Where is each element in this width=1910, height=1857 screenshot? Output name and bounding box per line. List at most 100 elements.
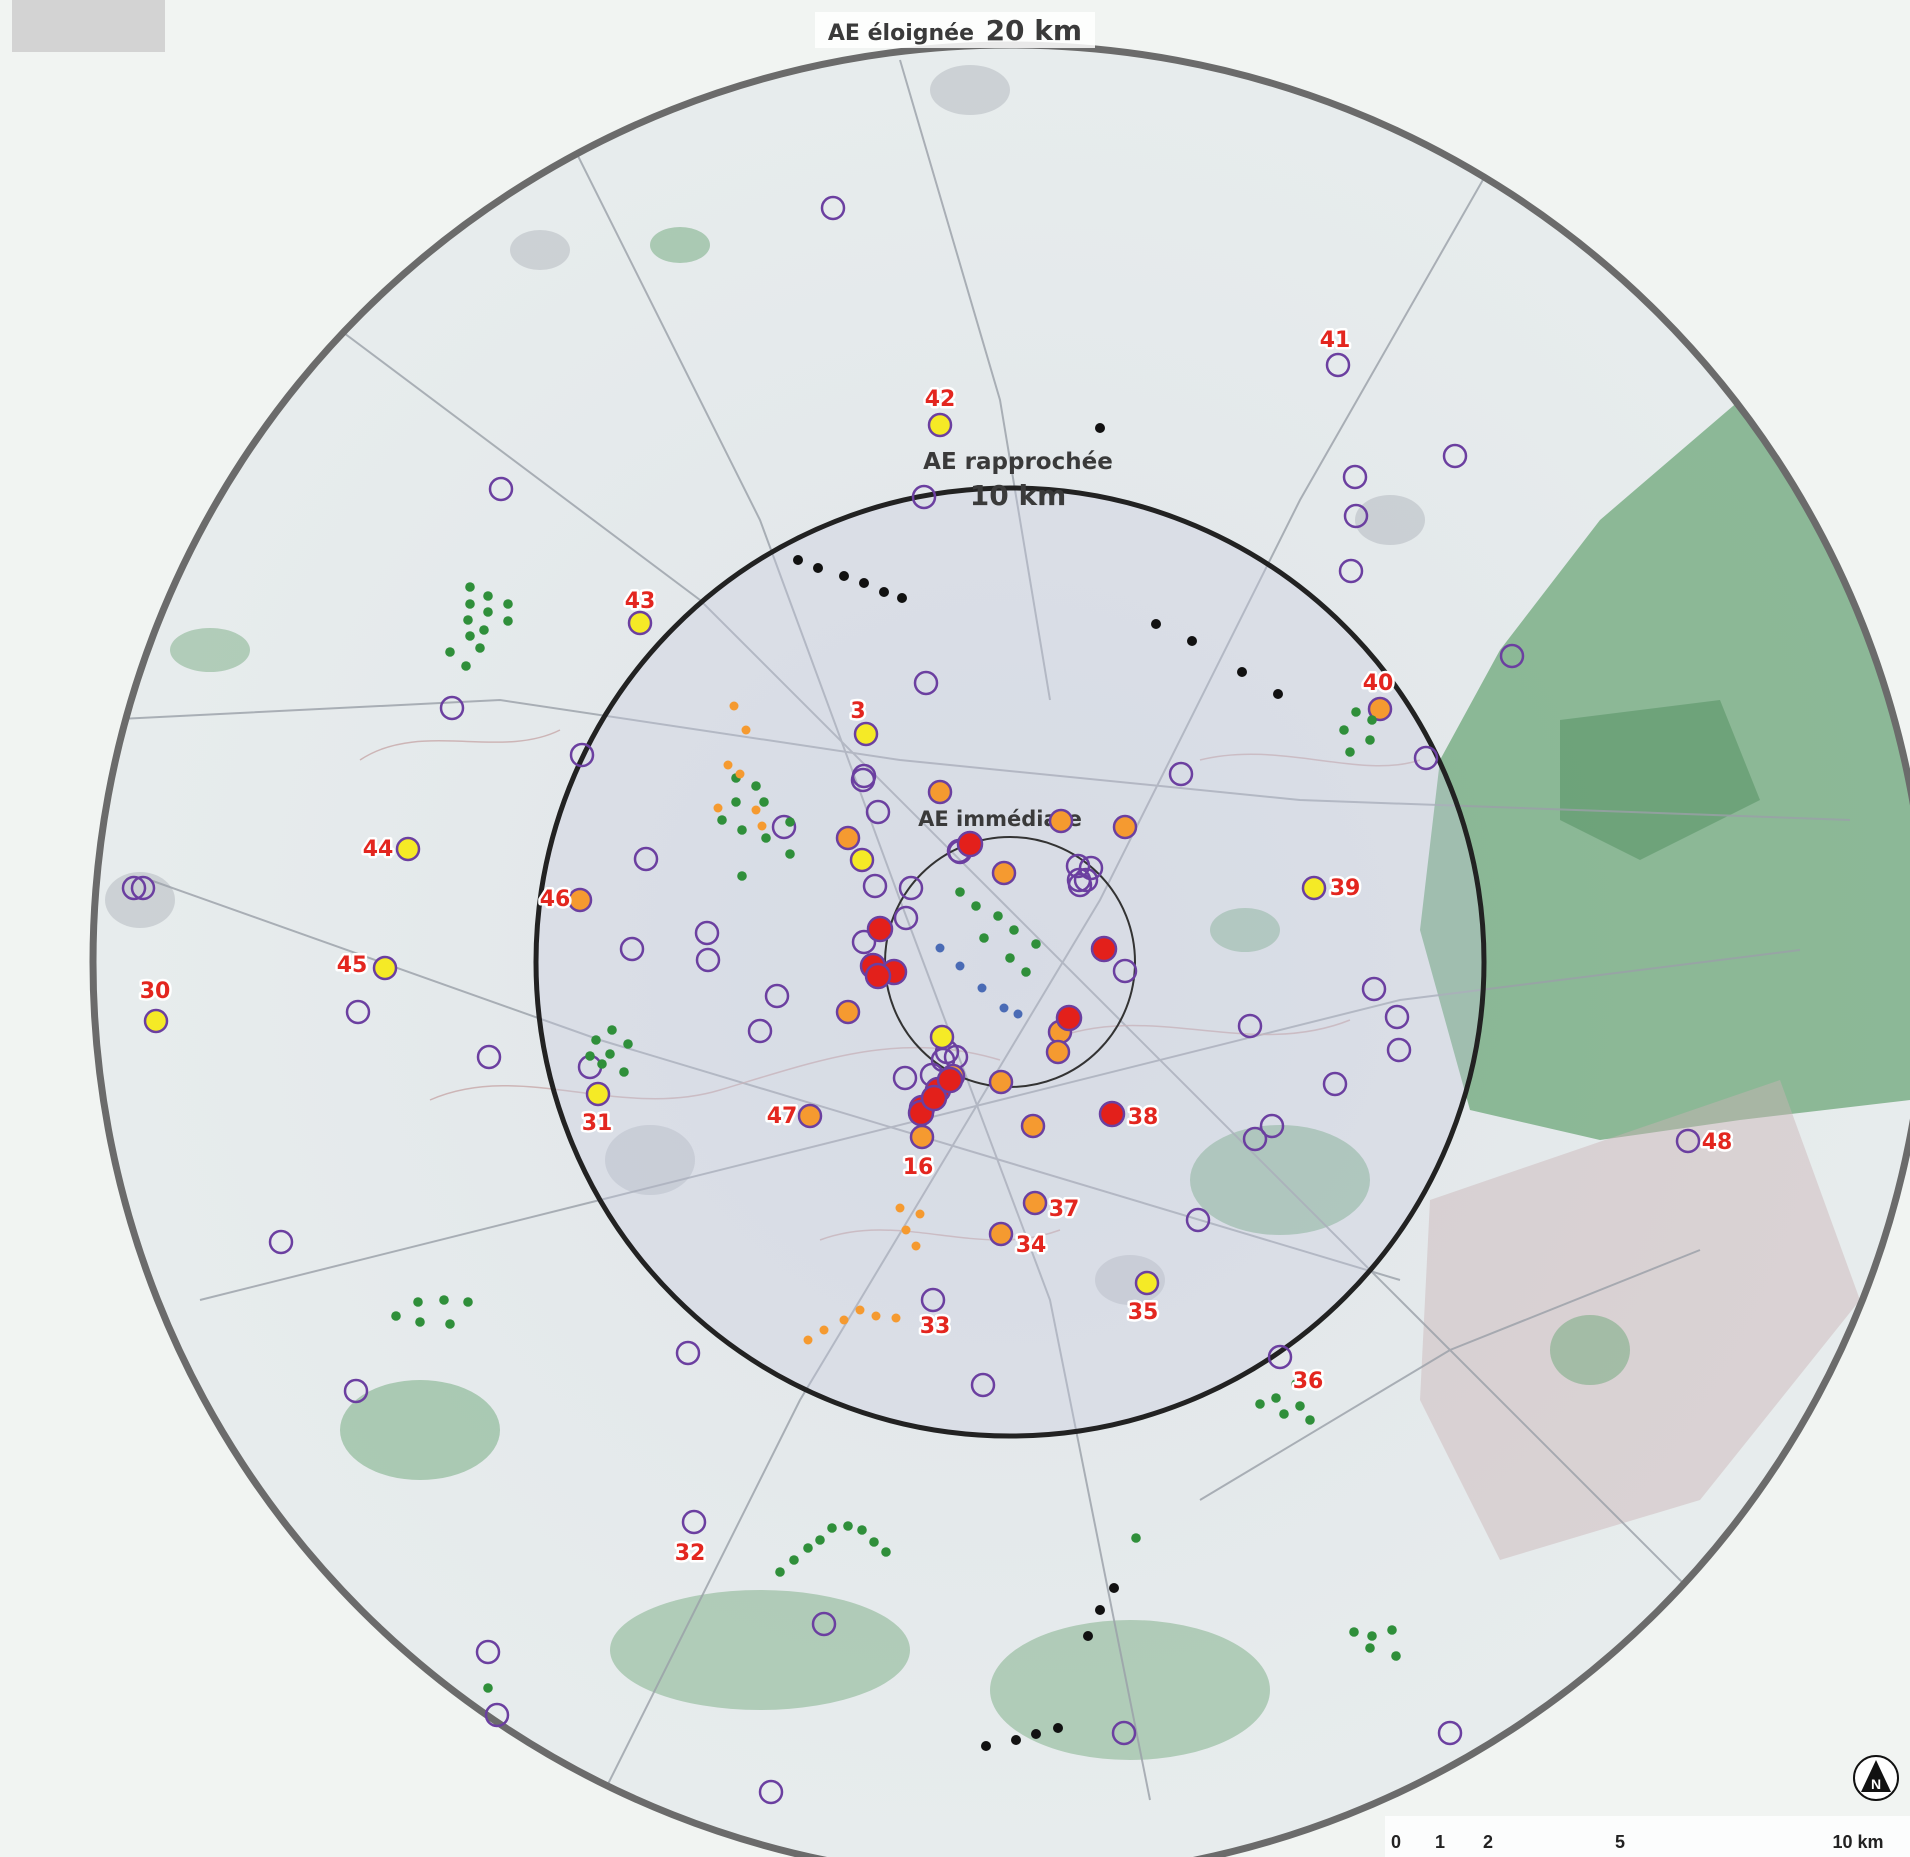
existing-wind-turbine xyxy=(445,1319,455,1329)
wind-turbine-site-authorized xyxy=(929,1024,955,1050)
existing-wind-turbine xyxy=(1021,967,1031,977)
wind-turbine-site-operating xyxy=(835,825,861,851)
site-label: 38 xyxy=(1128,1105,1159,1130)
scale-tick: 1 xyxy=(1435,1832,1445,1852)
far-ring-basemap xyxy=(89,41,1910,1857)
scale-bar: 0 1 2 5 10 km xyxy=(1385,1816,1910,1857)
wind-turbine-site-operating xyxy=(1022,1190,1048,1216)
wind-turbine-project xyxy=(866,915,894,943)
existing-wind-turbine xyxy=(737,871,747,881)
site-labels: 42 43 3 41 40 44 46 39 45 30 31 47 16 38… xyxy=(137,326,1735,1569)
other-infrastructure-point xyxy=(1095,423,1105,433)
wind-turbine-site-planned xyxy=(675,1340,701,1366)
existing-wind-turbine xyxy=(1387,1625,1397,1635)
planned-wind-turbine-small xyxy=(915,1209,925,1219)
north-arrow: N xyxy=(1853,1755,1899,1801)
site-label: 46 xyxy=(540,887,571,912)
wind-turbine-site-planned xyxy=(121,875,147,901)
site-label: 39 xyxy=(1330,876,1361,901)
wind-turbine-site-planned xyxy=(862,873,888,899)
existing-wind-turbine xyxy=(1271,1393,1281,1403)
existing-wind-turbine xyxy=(971,901,981,911)
wind-turbine-site-operating xyxy=(835,999,861,1025)
planned-wind-turbine-small xyxy=(723,760,733,770)
other-infrastructure-point xyxy=(1031,1729,1041,1739)
planned-wind-turbine-small xyxy=(751,805,761,815)
wind-turbine-site-planned xyxy=(1242,1126,1268,1152)
site-label: 3 xyxy=(850,699,865,724)
wind-turbine-site-planned xyxy=(1259,1113,1285,1139)
wind-turbine-site-operating xyxy=(988,1069,1014,1095)
existing-wind-turbine xyxy=(1005,953,1015,963)
wind-turbine-site-planned xyxy=(488,476,514,502)
wind-turbine-site-authorized xyxy=(372,955,398,981)
other-infrastructure-point xyxy=(1095,1605,1105,1615)
existing-wind-turbine xyxy=(803,1543,813,1553)
existing-wind-turbine xyxy=(475,643,485,653)
other-infrastructure-point xyxy=(859,578,869,588)
existing-wind-turbine xyxy=(731,797,741,807)
wind-turbine-site-planned xyxy=(865,799,891,825)
wind-turbine-site-planned xyxy=(439,695,465,721)
forest-patch xyxy=(650,227,710,263)
wind-turbine-site-planned xyxy=(851,763,877,789)
planned-wind-turbine-small xyxy=(803,1335,813,1345)
wind-turbine-site-operating xyxy=(1367,696,1393,722)
wind-turbine-site-planned xyxy=(1338,558,1364,584)
existing-wind-turbine xyxy=(1345,747,1355,757)
site-label: 31 xyxy=(582,1111,613,1136)
existing-wind-turbine xyxy=(465,582,475,592)
wind-turbine-site-operating xyxy=(909,1124,935,1150)
site-label: 34 xyxy=(1016,1233,1047,1258)
existing-wind-turbine xyxy=(413,1297,423,1307)
forest-zone-dark xyxy=(1560,700,1760,860)
far-ring-label-bg xyxy=(815,12,1095,48)
project-turbine-layout xyxy=(935,943,945,953)
wind-turbine-site-planned xyxy=(1078,855,1104,881)
site-label: 40 xyxy=(1363,671,1394,696)
far-ring-label: AE éloignée 20 km xyxy=(828,14,1082,47)
wind-turbine-site-planned xyxy=(345,999,371,1025)
other-infrastructure-point xyxy=(1011,1735,1021,1745)
other-infrastructure-point xyxy=(1109,1583,1119,1593)
planned-wind-turbine-small xyxy=(741,725,751,735)
wind-turbine-site-planned xyxy=(920,1287,946,1313)
site-label: 48 xyxy=(1702,1130,1733,1155)
wind-turbine-site-planned xyxy=(1342,464,1368,490)
existing-wind-turbine xyxy=(483,591,493,601)
existing-wind-turbine xyxy=(1255,1399,1265,1409)
existing-wind-turbine xyxy=(737,825,747,835)
existing-wind-turbine xyxy=(717,815,727,825)
planned-wind-turbine-small xyxy=(901,1225,911,1235)
site-label: 30 xyxy=(140,979,171,1004)
planned-wind-turbine-small xyxy=(871,1311,881,1321)
existing-wind-turbine xyxy=(1305,1415,1315,1425)
wind-turbine-site-planned xyxy=(633,846,659,872)
wind-turbine-site-planned xyxy=(1437,1720,1463,1746)
existing-wind-turbine xyxy=(1367,1631,1377,1641)
wind-turbine-site-planned xyxy=(1499,643,1525,669)
planned-wind-turbine-small xyxy=(839,1315,849,1325)
wind-turbine-site-operating xyxy=(1048,808,1074,834)
wind-turbine-site-planned xyxy=(268,1229,294,1255)
wind-turbine-site-planned xyxy=(1322,1071,1348,1097)
wind-turbine-site-planned xyxy=(893,905,919,931)
existing-wind-turbine xyxy=(1391,1651,1401,1661)
wind-turbine-site-planned xyxy=(1361,976,1387,1002)
wind-turbine-site-planned xyxy=(1067,872,1093,898)
existing-wind-turbine xyxy=(483,607,493,617)
planned-wind-turbine-small xyxy=(729,701,739,711)
other-infrastructure-point xyxy=(897,593,907,603)
hill-zone xyxy=(1420,1080,1860,1560)
wind-turbine-site-planned xyxy=(569,742,595,768)
corner-badge xyxy=(12,0,165,52)
existing-wind-turbine xyxy=(503,599,513,609)
wind-turbine-project xyxy=(1090,935,1118,963)
other-infrastructure-point xyxy=(981,1741,991,1751)
wind-turbine-site-planned xyxy=(1413,745,1439,771)
site-label: 35 xyxy=(1128,1300,1159,1325)
wind-turbine-site-operating xyxy=(567,887,593,913)
scale-tick: 0 xyxy=(1391,1832,1401,1852)
existing-wind-turbine xyxy=(1351,707,1361,717)
